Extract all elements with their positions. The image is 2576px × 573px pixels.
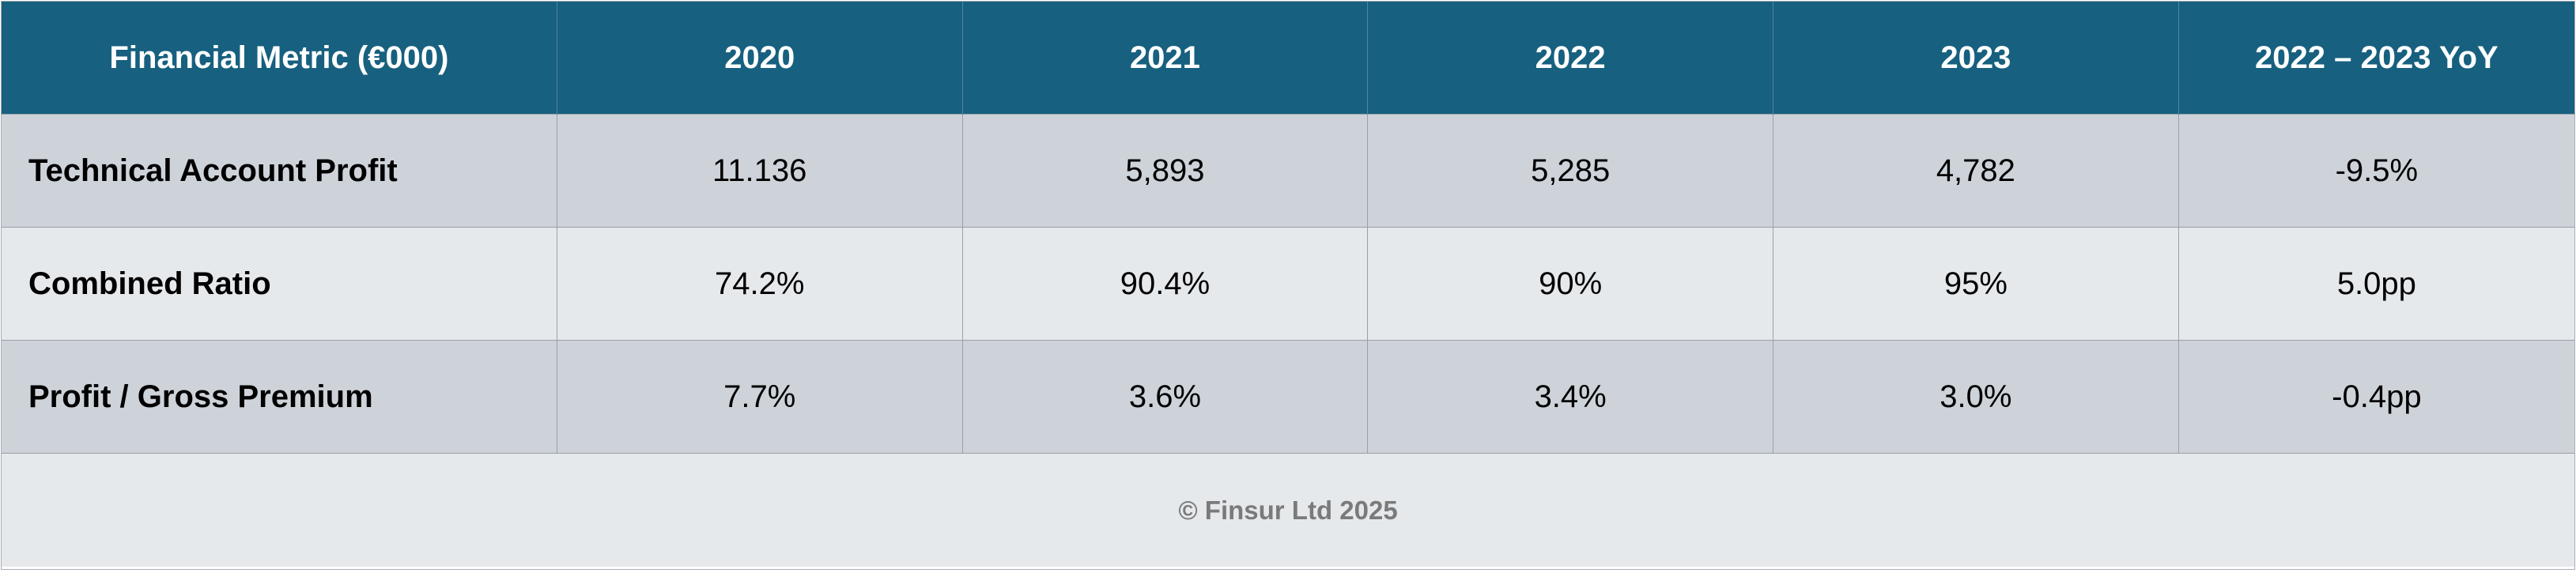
header-row: Financial Metric (€000) 2020 2021 2022 2…	[2, 2, 2574, 115]
table-cell: 3.6%	[962, 340, 1369, 453]
header-year-2022: 2022	[1367, 2, 1774, 115]
header-metric: Financial Metric (€000)	[2, 2, 557, 115]
table-row: Combined Ratio 74.2% 90.4% 90% 95% 5.0pp	[2, 227, 2574, 341]
metrics-grid: Financial Metric (€000) 2020 2021 2022 2…	[2, 2, 2574, 453]
table-cell: 5.0pp	[2178, 227, 2574, 341]
header-year-2023: 2023	[1773, 2, 2179, 115]
table-cell: 90%	[1367, 227, 1774, 341]
table-row: Technical Account Profit 11.136 5,893 5,…	[2, 114, 2574, 228]
table-cell: -0.4pp	[2178, 340, 2574, 453]
header-yoy: 2022 – 2023 YoY	[2178, 2, 2574, 115]
table-cell: 11.136	[557, 114, 963, 228]
table-cell: 5,893	[962, 114, 1369, 228]
copyright-footer: © Finsur Ltd 2025	[2, 453, 2574, 567]
row-label: Combined Ratio	[2, 227, 557, 341]
table-cell: 95%	[1773, 227, 2179, 341]
table-cell: -9.5%	[2178, 114, 2574, 228]
header-year-2021: 2021	[962, 2, 1369, 115]
table-cell: 5,285	[1367, 114, 1774, 228]
row-label: Profit / Gross Premium	[2, 340, 557, 453]
copyright-text: © Finsur Ltd 2025	[1178, 495, 1398, 525]
table-cell: 3.4%	[1367, 340, 1774, 453]
table-row: Profit / Gross Premium 7.7% 3.6% 3.4% 3.…	[2, 340, 2574, 453]
table-cell: 3.0%	[1773, 340, 2179, 453]
header-year-2020: 2020	[557, 2, 963, 115]
table-cell: 4,782	[1773, 114, 2179, 228]
table-cell: 74.2%	[557, 227, 963, 341]
table-cell: 7.7%	[557, 340, 963, 453]
table-cell: 90.4%	[962, 227, 1369, 341]
row-label: Technical Account Profit	[2, 114, 557, 228]
